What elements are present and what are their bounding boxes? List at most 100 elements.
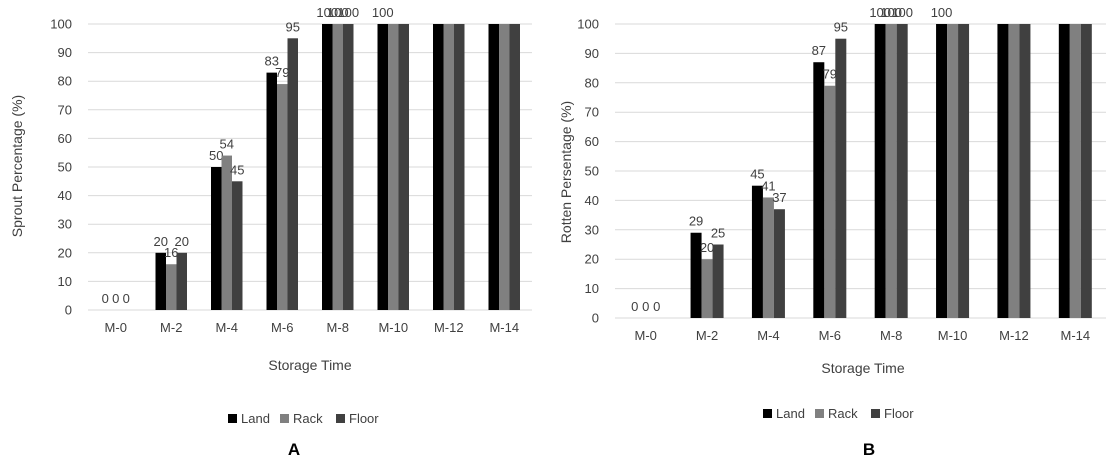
x-axis-title: Storage Time	[821, 360, 904, 376]
x-tick-label: M-12	[434, 320, 464, 335]
legend-label: Rack	[293, 411, 323, 426]
legend-label: Land	[241, 411, 270, 426]
data-label: 45	[230, 162, 244, 177]
legend-label: Rack	[828, 406, 858, 421]
data-label: 37	[772, 190, 786, 205]
y-tick-label: 30	[58, 217, 72, 232]
y-tick-label: 70	[58, 102, 72, 117]
bar-floor	[773, 209, 785, 318]
data-label: 54	[220, 137, 234, 152]
y-tick-label: 70	[585, 105, 599, 120]
y-tick-label: 40	[585, 193, 599, 208]
bar-land	[690, 232, 702, 318]
data-label: 0	[102, 291, 109, 306]
chart-panel-b: Rotten Persentage (%) Storage Time B 0 10…	[558, 5, 1106, 457]
legend-label: Floor	[349, 411, 379, 426]
bar-land	[211, 167, 222, 310]
x-tick-label: M-6	[819, 328, 841, 343]
bar-rack	[947, 24, 959, 318]
bar-land	[322, 24, 333, 310]
x-tick-label: M-14	[1061, 328, 1091, 343]
x-axis-title: Storage Time	[268, 357, 351, 373]
bar-rack	[443, 24, 454, 310]
y-tick-label: 0	[592, 311, 599, 326]
bar-rack	[1069, 24, 1081, 318]
bar-floor	[1080, 24, 1092, 318]
x-tick-label: M-10	[938, 328, 968, 343]
bar-floor	[958, 24, 970, 318]
data-label: 100	[869, 5, 891, 20]
bar-land	[377, 24, 388, 310]
bar-land	[155, 252, 166, 310]
bar-floor	[454, 24, 465, 310]
bar-floor	[712, 244, 724, 318]
legend-swatch-land	[228, 414, 237, 423]
data-label: 20	[700, 240, 714, 255]
bar-floor	[835, 38, 847, 318]
y-tick-label: 100	[577, 17, 599, 32]
y-tick-label: 60	[58, 131, 72, 146]
data-label: 83	[265, 54, 279, 69]
y-tick-label: 0	[65, 303, 72, 318]
data-label: 100	[891, 5, 913, 20]
data-label: 100	[337, 5, 359, 20]
bar-land	[433, 24, 444, 310]
bar-land	[488, 24, 499, 310]
x-tick-label: M-6	[271, 320, 293, 335]
y-tick-label: 40	[58, 188, 72, 203]
legend-swatch-floor	[336, 414, 345, 423]
bar-floor	[232, 181, 243, 310]
legend-label: Floor	[884, 406, 914, 421]
data-label: 79	[275, 65, 289, 80]
x-tick-label: M-0	[105, 320, 127, 335]
bar-land	[1058, 24, 1070, 318]
y-tick-label: 50	[58, 160, 72, 175]
bar-rack	[701, 259, 713, 318]
data-label: 0	[653, 299, 660, 314]
bar-rack	[166, 264, 177, 310]
y-tick-label: 50	[585, 164, 599, 179]
bar-rack	[824, 85, 836, 319]
data-label: 25	[711, 226, 725, 241]
bar-rack	[221, 155, 232, 310]
data-label: 20	[175, 234, 189, 249]
bar-land	[751, 185, 763, 318]
bar-land	[813, 62, 825, 318]
bar-rack	[885, 24, 897, 318]
data-label: 0	[123, 291, 130, 306]
y-axis-title: Sprout Percentage (%)	[9, 95, 25, 237]
y-tick-label: 90	[58, 45, 72, 60]
data-label: 95	[834, 20, 848, 35]
legend-swatch-rack	[815, 409, 824, 418]
bar-rack	[1008, 24, 1020, 318]
data-label: 50	[209, 148, 223, 163]
y-tick-label: 90	[585, 46, 599, 61]
x-tick-label: M-8	[327, 320, 349, 335]
bar-floor	[343, 24, 354, 310]
bar-rack	[332, 24, 343, 310]
x-tick-label: M-8	[880, 328, 902, 343]
bar-rack	[762, 197, 774, 318]
y-tick-label: 100	[50, 17, 72, 32]
y-tick-label: 80	[585, 75, 599, 90]
y-tick-label: 20	[585, 252, 599, 267]
x-tick-label: M-12	[999, 328, 1029, 343]
data-label: 0	[631, 299, 638, 314]
chart-panel-a: Sprout Percentage (%) Storage Time A 0 10…	[9, 5, 532, 457]
data-label: 29	[689, 214, 703, 229]
legend-swatch-land	[763, 409, 772, 418]
data-label: 100	[372, 5, 394, 20]
bar-rack	[388, 24, 399, 310]
x-tick-label: M-2	[696, 328, 718, 343]
x-tick-label: M-4	[216, 320, 238, 335]
x-tick-label: M-4	[757, 328, 779, 343]
x-tick-label: M-2	[160, 320, 182, 335]
x-tick-label: M-10	[378, 320, 408, 335]
bar-floor	[398, 24, 409, 310]
y-tick-label: 10	[58, 274, 72, 289]
data-label: 87	[812, 43, 826, 58]
bar-rack	[499, 24, 510, 310]
data-label: 45	[750, 167, 764, 182]
data-label: 41	[761, 178, 775, 193]
